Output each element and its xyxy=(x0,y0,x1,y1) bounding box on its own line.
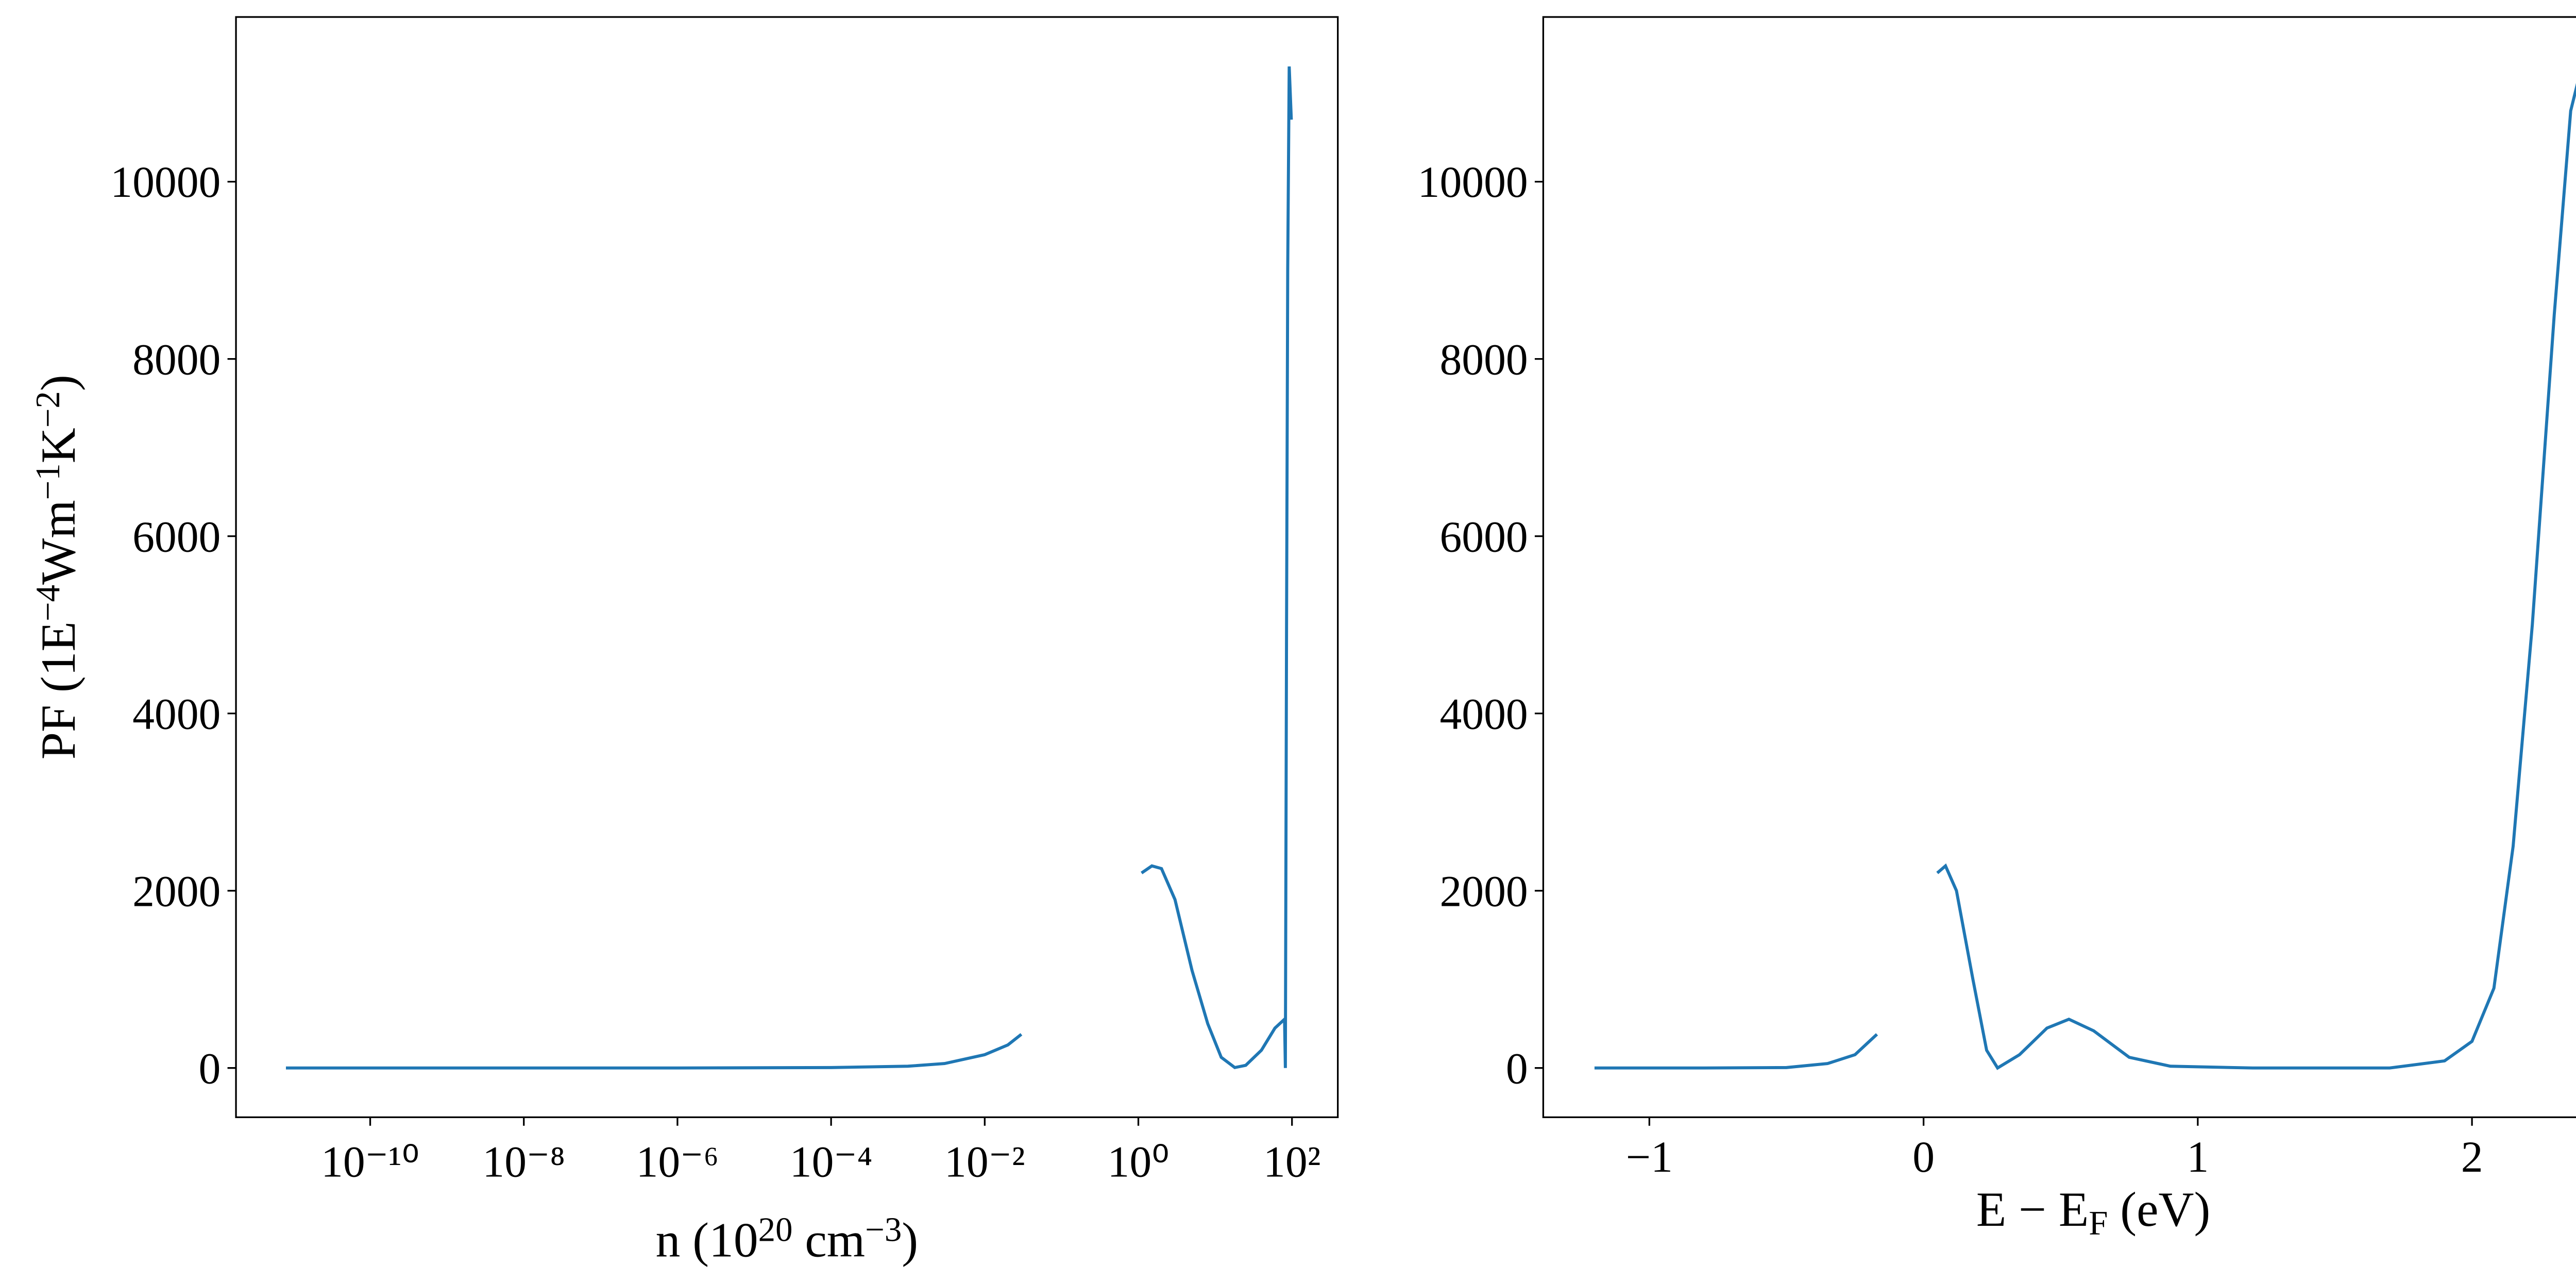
label-part: E − E xyxy=(1976,1182,2089,1237)
label-part: ) xyxy=(31,375,86,391)
label-part: ) xyxy=(902,1213,918,1268)
line-series xyxy=(1594,83,2576,1070)
chart: 0 2000 4000 6000 8000 10000 10⁻¹⁰ 10⁻⁸ 10⁻⁶ 10⁻⁴ 1… xyxy=(29,16,1339,1268)
y-tick-label: 6000 xyxy=(1439,512,1528,561)
label-part: cm xyxy=(793,1213,866,1268)
x-tick-label: 10⁻⁴ xyxy=(790,1138,873,1187)
x-axis-label: n (1020 cm−3) xyxy=(656,1210,919,1267)
x-tick-label: 10⁻⁶ xyxy=(636,1138,719,1187)
axes-frame xyxy=(235,16,1339,1118)
label-part: n (10 xyxy=(656,1213,758,1268)
x-axis-label: E − EF (eV) xyxy=(1976,1182,2211,1242)
y-tick-label: 8000 xyxy=(1439,335,1528,384)
x-tick-label: 10² xyxy=(1263,1138,1320,1187)
y-tick-label: 10000 xyxy=(110,158,221,207)
label-part: Wm xyxy=(31,500,86,585)
x-tick-label: 10⁻¹⁰ xyxy=(321,1138,419,1187)
axes-frame xyxy=(1542,16,2576,1118)
y-tick-label: 4000 xyxy=(132,689,221,738)
label-part: 20 xyxy=(758,1210,793,1248)
x-tick-label: −1 xyxy=(1626,1133,1673,1181)
x-tick-label: 0 xyxy=(1912,1133,1935,1181)
chart: 0 2000 4000 6000 8000 10000 −1 0 1 2 E − EF (eV) xyxy=(1418,16,2576,1242)
x-tick-label: 1 xyxy=(2187,1133,2209,1181)
y-tick-label: 6000 xyxy=(132,512,221,561)
y-tick-label: 2000 xyxy=(132,867,221,916)
y-tick-label: 2000 xyxy=(1439,867,1528,916)
label-part: F xyxy=(2089,1204,2108,1242)
x-tick-label: 10⁻² xyxy=(944,1138,1025,1187)
line-series xyxy=(285,66,1293,1070)
label-part: −3 xyxy=(865,1210,902,1248)
y-tick-label: 10000 xyxy=(1418,158,1528,207)
label-part: −4 xyxy=(29,585,67,621)
label-part: −2 xyxy=(29,391,67,428)
y-tick-label: 0 xyxy=(199,1044,221,1093)
label-part: K xyxy=(31,428,86,463)
x-tick-label: 10⁻⁸ xyxy=(482,1138,565,1187)
x-tick-label: 10⁰ xyxy=(1108,1138,1170,1187)
label-part: (eV) xyxy=(2108,1182,2210,1237)
label-part: −1 xyxy=(29,463,67,500)
x-tick-label: 2 xyxy=(2461,1133,2483,1181)
y-tick-label: 8000 xyxy=(132,335,221,384)
label-part: PF (1E xyxy=(31,621,86,759)
y-tick-label: 4000 xyxy=(1439,689,1528,738)
y-tick-label: 0 xyxy=(1506,1044,1528,1093)
y-axis-label: PF (1E−4Wm−1K−2) xyxy=(29,375,86,759)
